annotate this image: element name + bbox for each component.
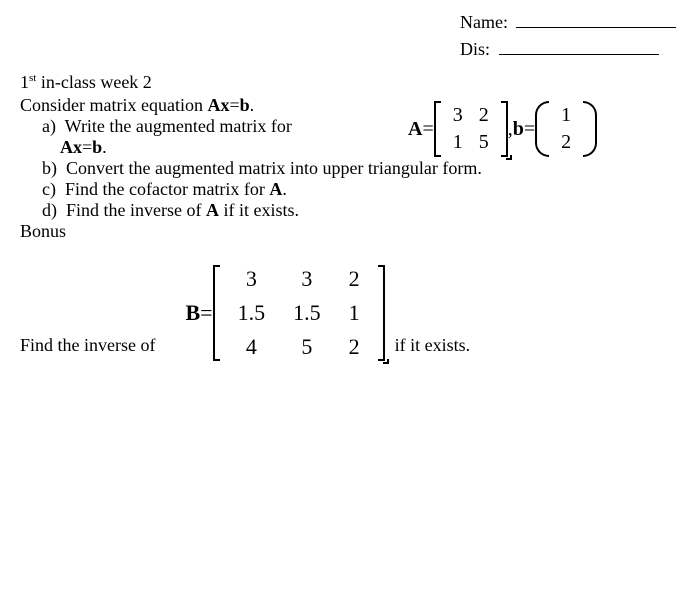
B-cell-00: 3 bbox=[232, 262, 271, 296]
bonus-right-text: if it exists. bbox=[385, 335, 471, 366]
item-c: c) Find the cofactor matrix for A. bbox=[42, 179, 680, 200]
A-cell-01: 2 bbox=[471, 102, 497, 129]
page-title: 1st in-class week 2 bbox=[20, 72, 680, 93]
b-cell-0: 1 bbox=[553, 102, 579, 129]
dis-blank bbox=[499, 35, 659, 55]
bonus-left-text: Find the inverse of bbox=[20, 335, 161, 366]
bracket-artifact-icon bbox=[383, 359, 389, 364]
B-equals: = bbox=[200, 300, 212, 326]
bonus-block: Find the inverse of B = 3 3 2 1.5 1.5 1 … bbox=[20, 260, 680, 366]
B-cell-11: 1.5 bbox=[279, 296, 335, 330]
A-equals: = bbox=[422, 118, 433, 141]
matrix-A-grid: 3 2 1 5 bbox=[441, 100, 501, 158]
A-symbol: A bbox=[408, 118, 422, 141]
bracket-left-icon bbox=[213, 265, 220, 361]
item-c-text: Find the cofactor matrix for bbox=[65, 179, 269, 199]
item-d-text-pre: Find the inverse of bbox=[66, 200, 206, 220]
item-b: b) Convert the augmented matrix into upp… bbox=[42, 158, 680, 179]
dis-label: Dis: bbox=[460, 39, 490, 59]
prompt-eq-dot: . bbox=[250, 95, 255, 115]
bracket-artifact-icon bbox=[506, 155, 512, 160]
name-blank bbox=[516, 8, 676, 28]
item-d: d) Find the inverse of A if it exists. bbox=[42, 200, 680, 221]
b-equals: = bbox=[524, 118, 535, 141]
B-cell-01: 3 bbox=[287, 262, 326, 296]
item-a-eq-lhs: Ax bbox=[60, 137, 82, 157]
b-symbol: b bbox=[513, 118, 524, 141]
A-cell-10: 1 bbox=[445, 129, 471, 156]
header-block: Name: Dis: bbox=[460, 8, 676, 62]
paren-left-icon bbox=[535, 101, 549, 157]
item-b-label: b) bbox=[42, 158, 57, 178]
B-cell-21: 5 bbox=[287, 330, 326, 364]
prompt-text: Consider matrix equation bbox=[20, 95, 207, 115]
matrix-B-grid: 3 3 2 1.5 1.5 1 4 5 2 bbox=[220, 260, 378, 366]
prompt-eq-lhs: Ax bbox=[207, 95, 229, 115]
item-d-sym: A bbox=[206, 200, 219, 220]
dis-row: Dis: bbox=[460, 35, 676, 60]
prompt-eq-rhs: b bbox=[240, 95, 250, 115]
B-cell-12: 1 bbox=[335, 296, 374, 330]
item-a-text: Write the augmented matrix for bbox=[65, 116, 292, 136]
title-rest: in-class week 2 bbox=[36, 72, 151, 92]
bracket-right-icon bbox=[501, 101, 508, 157]
bracket-right-icon bbox=[378, 265, 385, 361]
B-cell-10: 1.5 bbox=[224, 296, 280, 330]
name-label: Name: bbox=[460, 12, 508, 32]
A-cell-00: 3 bbox=[445, 102, 471, 129]
matrix-B-definition: B = 3 3 2 1.5 1.5 1 4 5 2 bbox=[185, 260, 384, 366]
item-d-label: d) bbox=[42, 200, 57, 220]
B-cell-20: 4 bbox=[232, 330, 271, 364]
item-a-eq-eq: = bbox=[82, 137, 92, 157]
item-b-text: Convert the augmented matrix into upper … bbox=[66, 158, 482, 178]
vector-b-grid: 1 2 bbox=[549, 100, 583, 158]
item-c-label: c) bbox=[42, 179, 56, 199]
B-cell-02: 2 bbox=[335, 262, 374, 296]
bonus-label: Bonus bbox=[20, 221, 680, 242]
A-cell-11: 5 bbox=[471, 129, 497, 156]
matrix-A-definition: A = 3 2 1 5 , b = 1 2 bbox=[408, 100, 597, 158]
name-row: Name: bbox=[460, 8, 676, 33]
item-d-text-post: if it exists. bbox=[219, 200, 299, 220]
item-c-dot: . bbox=[282, 179, 287, 199]
B-symbol: B bbox=[185, 300, 200, 326]
item-a-eq-dot: . bbox=[102, 137, 107, 157]
b-cell-1: 2 bbox=[553, 129, 579, 156]
paren-right-icon bbox=[583, 101, 597, 157]
title-ord: 1 bbox=[20, 72, 29, 92]
prompt-eq-eq: = bbox=[229, 95, 239, 115]
bracket-left-icon bbox=[434, 101, 441, 157]
B-cell-22: 2 bbox=[335, 330, 374, 364]
item-c-sym: A bbox=[269, 179, 282, 199]
item-a-label: a) bbox=[42, 116, 56, 136]
item-a-eq-rhs: b bbox=[92, 137, 102, 157]
